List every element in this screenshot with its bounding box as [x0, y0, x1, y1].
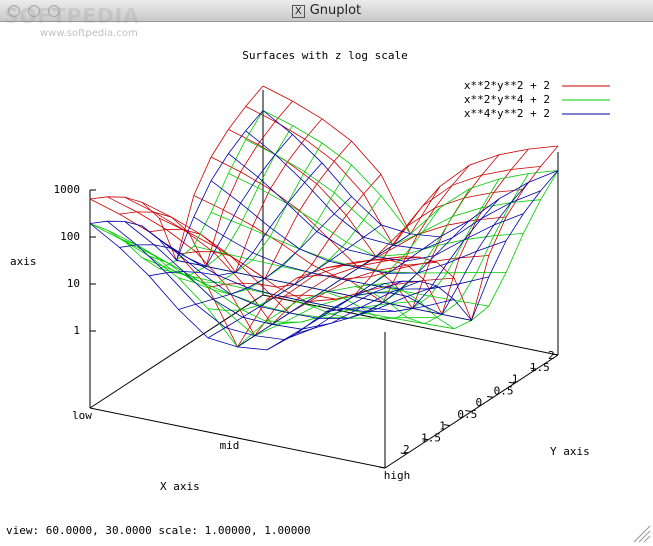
status-bar: view: 60.0000, 30.0000 scale: 1.00000, 1…: [6, 524, 311, 537]
mesh-line: [384, 170, 559, 322]
mesh-line: [237, 233, 411, 348]
z-tick-label: 1000: [54, 183, 81, 196]
y-tick: [530, 367, 537, 370]
minimize-button[interactable]: [28, 5, 40, 17]
window-title: X Gnuplot: [0, 3, 653, 18]
z-tick-label: 10: [67, 277, 80, 290]
y-tick-label: 2: [548, 349, 555, 362]
y-tick-label: 1.5: [421, 431, 441, 444]
y-tick: [400, 452, 407, 455]
y-tick-label: 1: [439, 420, 446, 433]
mesh-line: [296, 220, 470, 334]
mesh-line: [148, 162, 323, 277]
y-tick: [378, 466, 386, 469]
x-tick-label: low: [72, 409, 92, 422]
plot-canvas: Surfaces with z log scale axis X axis Y …: [6, 49, 651, 543]
mesh-line: [158, 239, 455, 313]
box-edge: [262, 294, 559, 356]
x-tick-label: mid: [220, 439, 240, 452]
watermark: SOFTPEDIA: [4, 4, 140, 28]
watermark-url: www.softpedia.com: [40, 28, 138, 39]
z-tick-label: 1: [73, 324, 80, 337]
surface-mesh: [89, 110, 559, 348]
y-tick: [443, 424, 450, 427]
plot-title: Surfaces with z log scale: [242, 49, 408, 62]
mesh-line: [228, 153, 524, 262]
legend-label: x**2*y**4 + 2: [464, 93, 550, 106]
z-tick-label: 100: [60, 230, 80, 243]
y-tick: [422, 438, 429, 441]
mesh-line: [178, 196, 352, 310]
y-tick: [465, 410, 472, 412]
surface-mesh: [89, 110, 559, 351]
y-tick-label: 1: [512, 373, 519, 386]
mesh-line: [207, 224, 382, 339]
axes-box: [89, 90, 559, 469]
close-button[interactable]: [8, 5, 20, 17]
y-tick-label: 0.5: [457, 408, 477, 421]
legend-label: x**4*y**2 + 2: [464, 107, 550, 120]
y-tick: [551, 353, 559, 356]
y-axis-label: Y axis: [550, 445, 590, 458]
resize-grip[interactable]: [633, 525, 651, 543]
mesh-line: [119, 134, 293, 267]
title-bar: X Gnuplot: [0, 0, 653, 22]
y-tick-label: 1.5: [530, 361, 550, 374]
surface-meshes: [89, 85, 559, 351]
mesh-line: [89, 110, 264, 262]
y-tick-label: 0: [476, 396, 483, 409]
mesh-line: [355, 182, 529, 315]
y-tick: [487, 395, 494, 398]
window-title-text: Gnuplot: [309, 3, 362, 18]
legend-label: x**2*y**2 + 2: [464, 79, 550, 92]
x-axis: [89, 407, 386, 469]
x-tick-label: high: [384, 469, 411, 482]
y-tick-label: 2: [403, 443, 410, 456]
x-axis-label: X axis: [160, 480, 200, 493]
y-tick-label: 0.5: [494, 384, 514, 397]
mesh-line: [89, 223, 386, 348]
mesh-line: [107, 220, 403, 341]
box-edge: [89, 294, 264, 409]
mesh-line: [266, 236, 441, 351]
mesh-line: [262, 110, 559, 235]
zoom-button[interactable]: [48, 5, 60, 17]
mesh-line: [325, 198, 500, 313]
y-tick: [508, 381, 515, 384]
z-axis-label: axis: [10, 255, 37, 268]
